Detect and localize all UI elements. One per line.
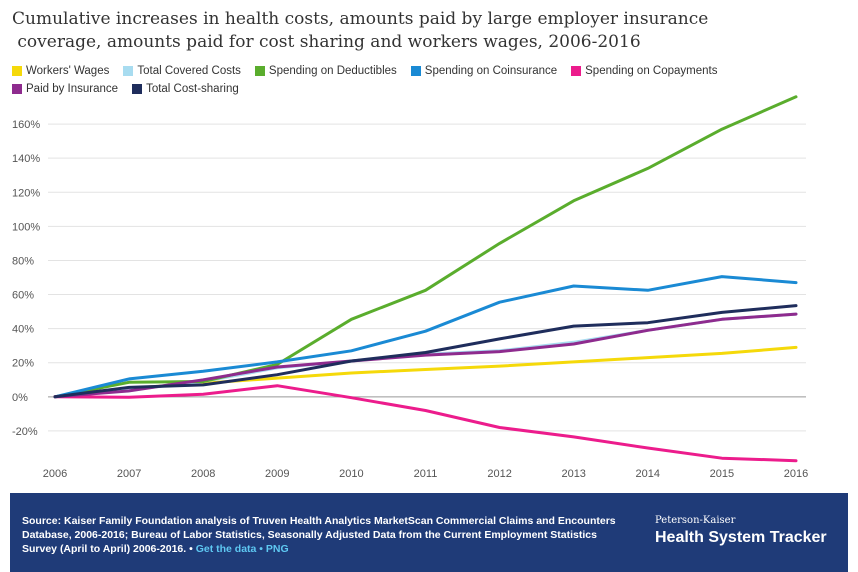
series-line-paid-by-insurance[interactable] (53, 312, 798, 399)
series-line-spending-on-coinsurance[interactable] (53, 275, 798, 399)
y-tick-label: 0% (12, 392, 28, 404)
series-line-spending-on-copayments[interactable] (53, 384, 798, 463)
x-tick-label: 2007 (117, 468, 141, 480)
legend-swatch (132, 84, 143, 94)
chart-legend: Workers' Wages Total Covered Costs Spendin… (12, 64, 842, 96)
legend-swatch (410, 66, 421, 76)
y-tick-label: 40% (12, 324, 34, 336)
legend-item[interactable]: Workers' Wages (12, 64, 109, 78)
x-tick-label: 2011 (414, 468, 438, 480)
brand-logo-small-text[interactable]: Peterson-Kaiser (655, 515, 736, 526)
chart-title-line-1: Cumulative increases in health costs, am… (12, 9, 709, 29)
x-tick-label: 2014 (636, 468, 660, 480)
x-tick-label: 2013 (561, 468, 585, 480)
line-chart: -20% 0% 20% 40% 60% 80% 100% 120% 140% 160% 2006 20… (12, 95, 808, 480)
legend-item[interactable]: Total Covered Costs (123, 64, 241, 78)
legend-swatch (571, 66, 582, 76)
y-tick-label: 60% (12, 290, 34, 302)
legend-swatch (12, 84, 22, 94)
get-the-data-link[interactable]: Get the data (195, 543, 257, 555)
legend-label: Total Cost-sharing (146, 83, 239, 95)
legend-swatch (12, 66, 22, 76)
chart-title: Cumulative increases in health costs, am… (12, 8, 812, 54)
source-note: Source: Kaiser Family Foundation analysi… (22, 514, 622, 556)
chart-title-line-2: coverage, amounts paid for cost sharing … (12, 32, 641, 52)
series-line-spending-on-deductibles[interactable] (53, 95, 798, 399)
legend-label: Workers' Wages (26, 65, 110, 77)
y-tick-label: 80% (12, 255, 34, 267)
x-tick-label: 2015 (710, 468, 734, 480)
x-tick-label: 2010 (339, 468, 363, 480)
y-tick-label: 20% (12, 358, 34, 370)
y-tick-label: -20% (12, 426, 38, 438)
x-tick-label: 2012 (487, 468, 511, 480)
x-tick-label: 2006 (43, 468, 67, 480)
x-tick-label: 2016 (784, 468, 808, 480)
link-separator: • (259, 543, 263, 555)
source-text: Source: Kaiser Family Foundation analysi… (22, 515, 616, 555)
y-tick-label: 160% (12, 119, 40, 131)
legend-item[interactable]: Spending on Coinsurance (410, 64, 558, 78)
legend-label: Spending on Coinsurance (424, 65, 558, 77)
brand-logo-title[interactable]: Health System Tracker (655, 529, 827, 546)
legend-label: Total Covered Costs (137, 65, 241, 77)
series-line-total-cost-sharing[interactable] (53, 304, 798, 399)
legend-item[interactable]: Spending on Copayments (571, 64, 717, 78)
y-tick-label: 100% (12, 221, 40, 233)
legend-label: Spending on Copayments (585, 65, 718, 77)
legend-label: Paid by Insurance (26, 83, 119, 95)
x-tick-label: 2009 (265, 468, 289, 480)
y-tick-label: 120% (12, 187, 40, 199)
source-footer: Source: Kaiser Family Foundation analysi… (10, 493, 848, 572)
legend-swatch (123, 66, 134, 76)
legend-item[interactable]: Total Cost-sharing (132, 82, 239, 96)
legend-item[interactable]: Spending on Deductibles (254, 64, 397, 78)
y-tick-label: 140% (12, 153, 40, 165)
legend-label: Spending on Deductibles (268, 65, 397, 77)
x-tick-label: 2008 (191, 468, 215, 480)
legend-swatch (254, 66, 265, 76)
png-link[interactable]: PNG (265, 543, 289, 555)
legend-item[interactable]: Paid by Insurance (12, 82, 118, 96)
